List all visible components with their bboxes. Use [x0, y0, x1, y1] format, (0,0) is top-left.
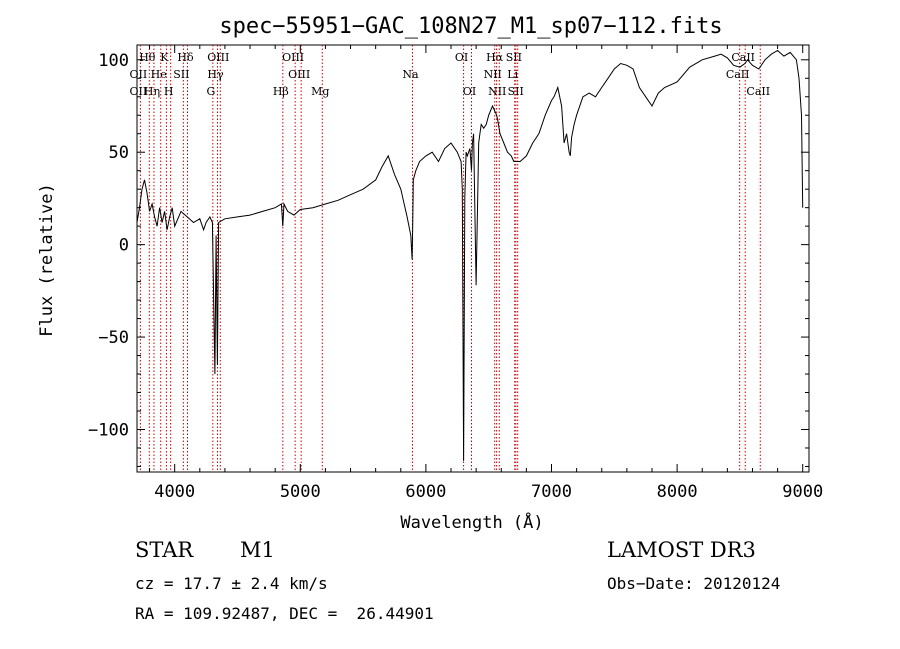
object-class: STAR — [135, 538, 194, 562]
obs-date: Obs−Date: 20120124 — [607, 574, 781, 593]
line-label: CaII — [726, 68, 750, 81]
y-tick-label: 100 — [98, 51, 129, 71]
line-label: OII — [130, 68, 148, 81]
y-tick-label: 50 — [109, 143, 129, 163]
plot-frame — [136, 44, 810, 473]
x-tick-label: 6000 — [405, 482, 446, 502]
y-tick-label: −50 — [98, 328, 129, 348]
line-label: Hγ — [207, 68, 224, 81]
line-label: Hβ — [273, 85, 289, 98]
line-label: CaII — [731, 51, 755, 64]
line-label: K — [160, 51, 169, 64]
line-label: G — [206, 85, 215, 98]
redshift-info: cz = 17.7 ± 2.4 km/s — [135, 574, 328, 593]
y-axis-label: Flux (relative) — [37, 183, 57, 337]
y-axis-ticks: −100 −50 0 50 100 — [88, 51, 809, 467]
line-label: OIII — [282, 51, 304, 64]
line-label: Hθ — [139, 51, 156, 64]
line-label: NII — [488, 85, 506, 98]
line-label: SII — [173, 68, 189, 81]
y-tick-label: −100 — [88, 420, 129, 440]
chart-title: spec−55951−GAC_108N27_M1_sp07−112.fits — [219, 14, 722, 39]
line-label: Li — [507, 68, 518, 81]
line-label: OI — [455, 51, 468, 64]
x-tick-label: 5000 — [280, 482, 321, 502]
spectral-line-markers — [139, 45, 761, 472]
line-label: Mg — [311, 85, 329, 98]
survey-name: LAMOST DR3 — [607, 538, 756, 562]
line-label: Na — [402, 68, 419, 81]
line-label: SII — [506, 51, 522, 64]
line-label: Hδ — [177, 51, 194, 64]
coordinates: RA = 109.92487, DEC = 26.44901 — [135, 604, 434, 623]
line-label: He — [151, 68, 167, 81]
line-label: SII — [508, 85, 524, 98]
line-label: Hη — [144, 85, 160, 98]
spectrum-line — [136, 49, 804, 461]
line-label: OII — [130, 85, 148, 98]
object-subclass: M1 — [240, 538, 275, 562]
line-label: OI — [463, 85, 476, 98]
x-tick-label: 4000 — [154, 482, 195, 502]
x-axis-label: Wavelength (Å) — [400, 511, 543, 533]
line-label: CaII — [746, 85, 770, 98]
x-tick-label: 9000 — [782, 482, 823, 502]
x-axis-ticks: 4000 5000 6000 7000 8000 9000 — [149, 45, 823, 502]
line-label: H — [164, 85, 174, 98]
line-label: Hα — [486, 51, 504, 64]
line-label: NII — [484, 68, 502, 81]
y-tick-label: 0 — [119, 236, 129, 256]
x-tick-label: 8000 — [657, 482, 698, 502]
line-label: OIII — [207, 51, 229, 64]
line-label: OIII — [288, 68, 310, 81]
x-tick-label: 7000 — [531, 482, 572, 502]
